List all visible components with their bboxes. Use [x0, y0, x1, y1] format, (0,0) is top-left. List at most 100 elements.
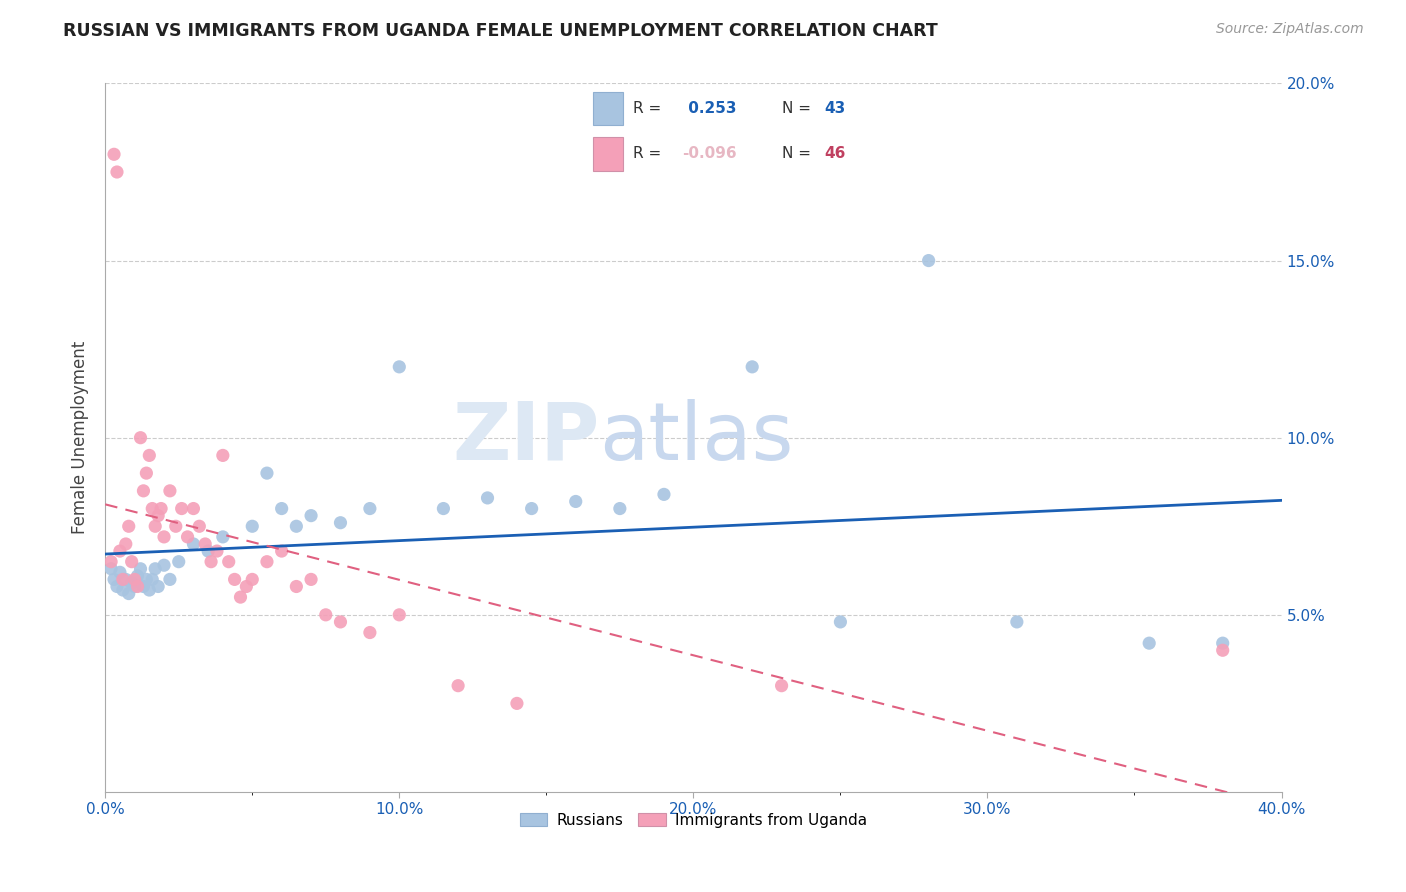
Text: N =: N = [782, 146, 815, 161]
Point [143, 562, 166, 576]
Point [270, 501, 292, 516]
Point [124, 579, 146, 593]
Point [609, 501, 631, 516]
Point [176, 530, 198, 544]
Point [235, 579, 257, 593]
Point [917, 253, 939, 268]
Point [229, 590, 252, 604]
Point [118, 519, 141, 533]
Point [135, 466, 157, 480]
Point [388, 607, 411, 622]
Point [200, 555, 222, 569]
Point [167, 555, 190, 569]
Point [138, 449, 160, 463]
Point [432, 501, 454, 516]
Point [146, 579, 169, 593]
Point [100, 555, 122, 569]
Point [741, 359, 763, 374]
Point [506, 697, 529, 711]
Point [188, 519, 211, 533]
Point [224, 573, 246, 587]
Point [211, 449, 233, 463]
Point [1212, 636, 1234, 650]
Bar [593, 136, 623, 170]
Point [143, 519, 166, 533]
Point [388, 359, 411, 374]
Point [211, 530, 233, 544]
Point [127, 579, 149, 593]
Bar [593, 92, 623, 126]
Text: 0.253: 0.253 [683, 101, 737, 116]
Legend: Russians, Immigrants from Uganda: Russians, Immigrants from Uganda [513, 806, 873, 834]
Point [299, 508, 322, 523]
Point [153, 558, 176, 573]
Point [329, 615, 352, 629]
Point [520, 501, 543, 516]
Point [170, 501, 193, 516]
Point [141, 501, 163, 516]
Point [159, 573, 181, 587]
Point [103, 573, 125, 587]
Point [218, 555, 240, 569]
Point [564, 494, 586, 508]
Point [1005, 615, 1028, 629]
Point [359, 625, 381, 640]
Point [256, 555, 278, 569]
Point [652, 487, 675, 501]
Point [197, 544, 219, 558]
Point [146, 508, 169, 523]
Point [285, 579, 308, 593]
Point [129, 431, 152, 445]
Point [103, 147, 125, 161]
Point [329, 516, 352, 530]
Point [132, 579, 155, 593]
Point [121, 576, 143, 591]
Point [141, 573, 163, 587]
Point [124, 573, 146, 587]
Point [108, 544, 131, 558]
Text: 43: 43 [825, 101, 846, 116]
Point [138, 582, 160, 597]
Point [132, 483, 155, 498]
Text: RUSSIAN VS IMMIGRANTS FROM UGANDA FEMALE UNEMPLOYMENT CORRELATION CHART: RUSSIAN VS IMMIGRANTS FROM UGANDA FEMALE… [63, 22, 938, 40]
Point [129, 562, 152, 576]
Point [447, 679, 470, 693]
Text: atlas: atlas [599, 399, 793, 476]
Text: ZIP: ZIP [451, 399, 599, 476]
Point [1212, 643, 1234, 657]
Point [121, 555, 143, 569]
Text: N =: N = [782, 101, 815, 116]
Text: Source: ZipAtlas.com: Source: ZipAtlas.com [1216, 22, 1364, 37]
Point [183, 501, 205, 516]
Point [135, 573, 157, 587]
Point [111, 573, 134, 587]
Point [205, 544, 228, 558]
Point [127, 569, 149, 583]
Text: 46: 46 [825, 146, 846, 161]
Text: R =: R = [633, 146, 666, 161]
Point [150, 501, 173, 516]
Point [159, 483, 181, 498]
Point [299, 573, 322, 587]
Point [285, 519, 308, 533]
Text: -0.096: -0.096 [683, 146, 737, 161]
Point [315, 607, 337, 622]
Point [165, 519, 187, 533]
Point [770, 679, 793, 693]
Point [1137, 636, 1160, 650]
Point [114, 537, 136, 551]
Point [240, 519, 263, 533]
Point [240, 573, 263, 587]
Point [477, 491, 499, 505]
Point [830, 615, 852, 629]
Point [100, 562, 122, 576]
Point [108, 566, 131, 580]
Point [114, 573, 136, 587]
Point [359, 501, 381, 516]
Point [153, 530, 176, 544]
Point [111, 582, 134, 597]
Point [105, 579, 128, 593]
Point [118, 586, 141, 600]
Point [256, 466, 278, 480]
Text: R =: R = [633, 101, 666, 116]
